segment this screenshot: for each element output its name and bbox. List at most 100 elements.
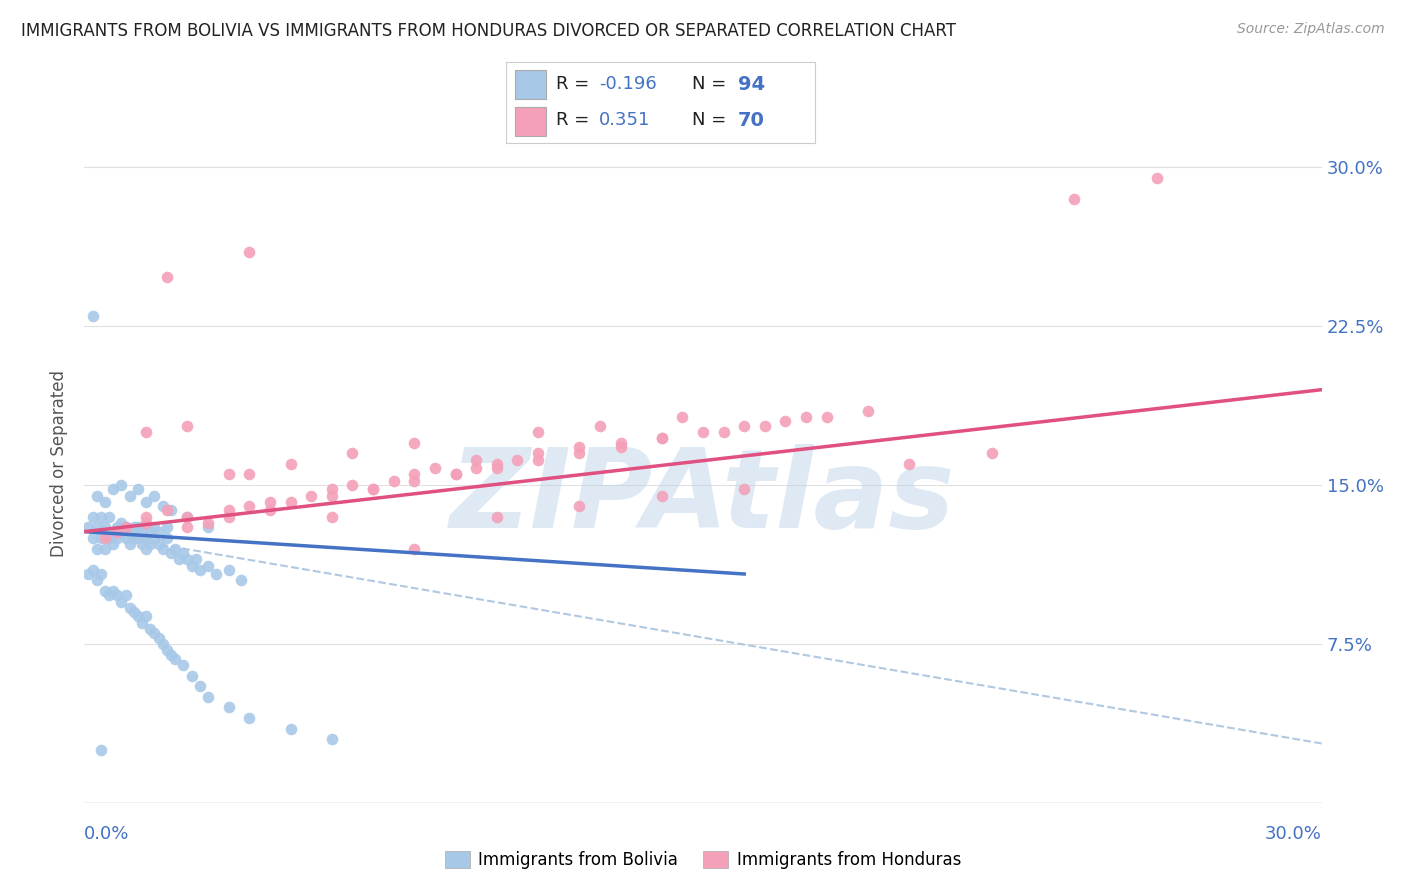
Point (197, 520, 219, 534)
Y-axis label: Divorced or Separated: Divorced or Separated (51, 370, 69, 558)
Point (131, 524, 153, 539)
Text: 30.0%: 30.0% (1265, 825, 1322, 843)
Point (86, 489, 108, 503)
Point (118, 489, 141, 503)
Point (90, 531, 112, 545)
Point (131, 537, 153, 551)
Point (127, 609, 149, 624)
Point (135, 509, 157, 524)
Point (188, 679, 211, 693)
Point (98, 588, 121, 602)
Point (86, 541, 108, 556)
Point (485, 461, 508, 475)
Point (152, 500, 174, 514)
Text: 94: 94 (738, 75, 765, 94)
Point (568, 440, 591, 454)
Point (176, 509, 198, 524)
Point (259, 495, 281, 509)
Point (280, 722, 302, 736)
Text: N =: N = (692, 75, 731, 93)
Point (465, 461, 488, 475)
Point (568, 446, 591, 460)
Point (114, 520, 136, 534)
Point (118, 601, 141, 615)
Point (733, 483, 755, 497)
Text: 70: 70 (738, 111, 765, 129)
Point (671, 410, 693, 425)
Point (118, 537, 141, 551)
Point (733, 418, 755, 433)
Point (143, 531, 166, 545)
FancyBboxPatch shape (516, 107, 547, 136)
Point (90, 743, 112, 757)
Point (692, 425, 714, 439)
Point (197, 690, 219, 704)
Point (110, 478, 132, 492)
Point (127, 483, 149, 497)
FancyBboxPatch shape (516, 70, 547, 99)
Point (184, 552, 207, 566)
Point (651, 432, 673, 446)
Point (143, 520, 166, 534)
Point (148, 631, 170, 645)
Point (444, 467, 467, 482)
Point (172, 658, 194, 673)
Point (651, 432, 673, 446)
Text: 0.0%: 0.0% (84, 825, 129, 843)
Point (135, 609, 157, 624)
Text: ZIPAtlas: ZIPAtlas (450, 444, 956, 551)
Point (197, 516, 219, 530)
Point (94, 541, 117, 556)
Point (160, 546, 183, 560)
Point (856, 404, 879, 418)
Point (152, 637, 174, 651)
Point (188, 563, 211, 577)
Point (77, 520, 100, 534)
Point (218, 467, 240, 482)
Point (160, 648, 183, 662)
Text: -0.196: -0.196 (599, 75, 657, 93)
Point (176, 520, 198, 534)
Point (382, 474, 405, 488)
Point (775, 415, 797, 429)
Point (135, 516, 157, 530)
Point (160, 503, 183, 517)
Point (165, 541, 187, 556)
Point (103, 483, 125, 497)
Point (651, 489, 673, 503)
Point (568, 500, 591, 514)
Point (527, 425, 550, 439)
Point (404, 435, 426, 450)
Point (485, 509, 508, 524)
Point (321, 732, 343, 747)
Point (94, 584, 117, 599)
Point (1146, 170, 1168, 185)
Point (506, 452, 529, 467)
Point (609, 440, 631, 454)
Point (794, 410, 817, 425)
Point (110, 594, 132, 608)
Point (176, 552, 198, 566)
Point (176, 418, 198, 433)
Point (98, 509, 121, 524)
Point (342, 446, 364, 460)
Point (103, 537, 125, 551)
Point (156, 503, 179, 517)
Point (105, 588, 128, 602)
Point (143, 489, 166, 503)
Point (148, 524, 170, 539)
Point (238, 711, 260, 725)
Point (94, 495, 117, 509)
Point (139, 622, 162, 636)
Point (527, 446, 550, 460)
Point (259, 503, 281, 517)
Point (135, 541, 157, 556)
Point (321, 509, 343, 524)
Point (815, 410, 838, 425)
Point (90, 567, 112, 582)
Point (156, 270, 179, 285)
Point (110, 524, 132, 539)
Text: IMMIGRANTS FROM BOLIVIA VS IMMIGRANTS FROM HONDURAS DIVORCED OR SEPARATED CORREL: IMMIGRANTS FROM BOLIVIA VS IMMIGRANTS FR… (21, 22, 956, 40)
Text: Source: ZipAtlas.com: Source: ZipAtlas.com (1237, 22, 1385, 37)
Point (90, 509, 112, 524)
